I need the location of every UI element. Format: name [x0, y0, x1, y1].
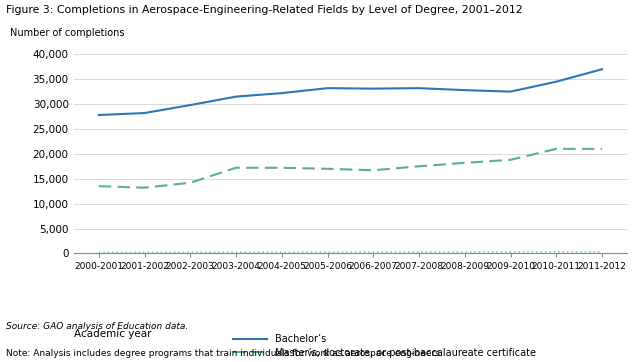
Text: Number of completions: Number of completions: [10, 28, 124, 38]
Text: Figure 3: Completions in Aerospace-Engineering-Related Fields by Level of Degree: Figure 3: Completions in Aerospace-Engin…: [6, 5, 523, 16]
Legend: Bachelor’s, Master’s, doctorate, or post-baccalaureate certificate, Certificate : Bachelor’s, Master’s, doctorate, or post…: [234, 334, 536, 362]
Text: Academic year: Academic year: [74, 329, 151, 339]
Text: Source: GAO analysis of Education data.: Source: GAO analysis of Education data.: [6, 322, 189, 331]
Text: Note: Analysis includes degree programs that train individuals for work as aeros: Note: Analysis includes degree programs …: [6, 349, 443, 358]
